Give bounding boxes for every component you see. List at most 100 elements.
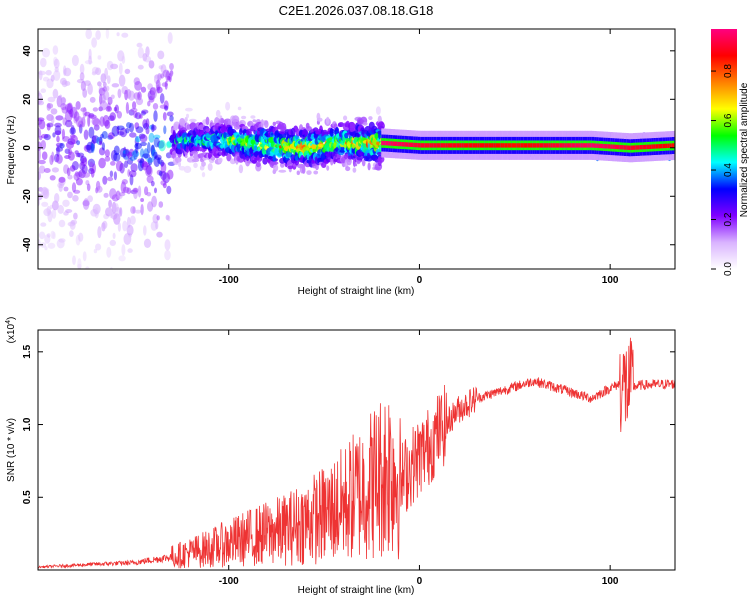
heatmap-band-cell (559, 143, 563, 148)
heatmap-cell (104, 67, 108, 80)
heatmap-cell (135, 209, 142, 214)
heatmap-cell (50, 108, 58, 115)
heatmap-cell (69, 127, 76, 135)
heatmap-cell (38, 231, 46, 240)
heatmap-cell (95, 67, 102, 76)
colorbar: 0.0 0.2 0.4 0.6 0.8 Normalized spectral ampl… (711, 29, 750, 276)
heatmap-cell (146, 192, 152, 197)
heatmap-band-cell (623, 145, 627, 150)
heatmap-cell (164, 80, 168, 90)
heatmap-band-cell (466, 143, 469, 148)
heatmap-cell (38, 100, 45, 106)
heatmap-cell (55, 115, 64, 121)
heatmap-band-cell (413, 142, 416, 148)
heatmap-cell (158, 139, 166, 152)
heatmap-cell (54, 193, 60, 203)
snr-x-tick-label: -100 (219, 576, 239, 587)
heatmap-cell (130, 163, 138, 173)
heatmap-cell (147, 142, 151, 154)
colorbar-ramp (711, 29, 737, 269)
heatmap-cell (84, 266, 90, 269)
heatmap-cell (109, 170, 114, 178)
heatmap-cell (264, 120, 269, 128)
heatmap-cell (51, 151, 55, 163)
heatmap-cell (119, 207, 123, 217)
heatmap-cell (40, 88, 47, 93)
heatmap-cell (42, 47, 50, 58)
heatmap-cell (231, 115, 240, 124)
heatmap-cell (87, 195, 93, 203)
heatmap-cell (151, 124, 157, 131)
heatmap-cell (126, 224, 134, 236)
heatmap-band-cell (655, 144, 659, 149)
heatmap-cell (280, 126, 287, 131)
heatmap-cell (116, 111, 122, 119)
heatmap-cell (118, 255, 126, 262)
heatmap-cell (51, 115, 55, 124)
heatmap-cell (110, 161, 116, 166)
heatmap-cell (79, 72, 85, 81)
heatmap-cell (162, 182, 167, 189)
heatmap-band-cell (605, 144, 609, 149)
heatmap-cell (43, 168, 51, 173)
heatmap-cell (40, 57, 47, 68)
heatmap-band-cell (603, 144, 606, 149)
heatmap-cell (166, 111, 174, 117)
heatmap-cell (79, 63, 85, 75)
heatmap-cell (352, 167, 357, 173)
heatmap-cell (184, 154, 188, 159)
heatmap-cell (113, 171, 117, 181)
heatmap-band-cell (562, 143, 565, 148)
colorbar-ticks: 0.0 0.2 0.4 0.6 0.8 (711, 64, 734, 276)
heatmap-cell (201, 172, 206, 178)
heatmap-cell (193, 162, 198, 169)
heatmap-cell (65, 298, 70, 304)
heatmap-cell (118, 74, 126, 87)
heatmap-cell (101, 142, 105, 151)
snr-frame (37, 329, 676, 571)
heatmap-band-cell (495, 143, 499, 148)
heatmap-cell (114, 104, 120, 114)
heatmap-cell (78, 232, 84, 242)
heatmap-cell (107, 96, 113, 105)
heatmap-cell (116, 32, 120, 37)
heatmap-cell (75, 178, 83, 186)
heatmap-cell (81, 116, 86, 128)
heatmap-cell (141, 109, 149, 114)
heatmap-cell (146, 165, 152, 175)
heatmap-cell (287, 165, 294, 170)
heatmap-cell (163, 125, 167, 135)
heatmap-cell (38, 70, 46, 76)
heatmap-band-cell (401, 142, 405, 147)
heatmap-cell (345, 166, 351, 172)
heatmap-cell (326, 165, 330, 171)
heatmap-cell (107, 75, 111, 84)
heatmap-cell (81, 164, 88, 175)
colorbar-tick-label: 0.8 (723, 64, 734, 78)
heatmap-cell (46, 122, 54, 128)
heatmap-cell (118, 62, 123, 75)
heatmap-cell (365, 154, 373, 162)
heatmap-cell (340, 146, 345, 153)
heatmap-cell (58, 219, 66, 228)
heatmap-band-cell (669, 143, 673, 148)
heatmap-cell (325, 116, 330, 125)
heatmap-cell (184, 117, 188, 122)
heatmap-band-cell (438, 143, 441, 148)
heatmap-cell (70, 134, 78, 145)
heatmap-cell (362, 121, 368, 126)
heatmap-band-cell (488, 143, 492, 148)
heatmap-band-cell (550, 143, 554, 148)
heatmap-cell (102, 175, 108, 185)
heatmap-band-cell (392, 141, 396, 146)
heatmap-cell (137, 185, 142, 198)
heatmap-cell (205, 116, 210, 126)
heatmap-cell (67, 174, 73, 180)
heatmap-cell (108, 199, 112, 208)
heatmap-cell (137, 64, 144, 70)
heatmap-cell (69, 230, 74, 238)
heatmap-cell (132, 187, 139, 193)
heatmap-cell (124, 68, 131, 75)
heatmap-band-cell (450, 143, 453, 148)
heatmap-cell (109, 112, 117, 121)
